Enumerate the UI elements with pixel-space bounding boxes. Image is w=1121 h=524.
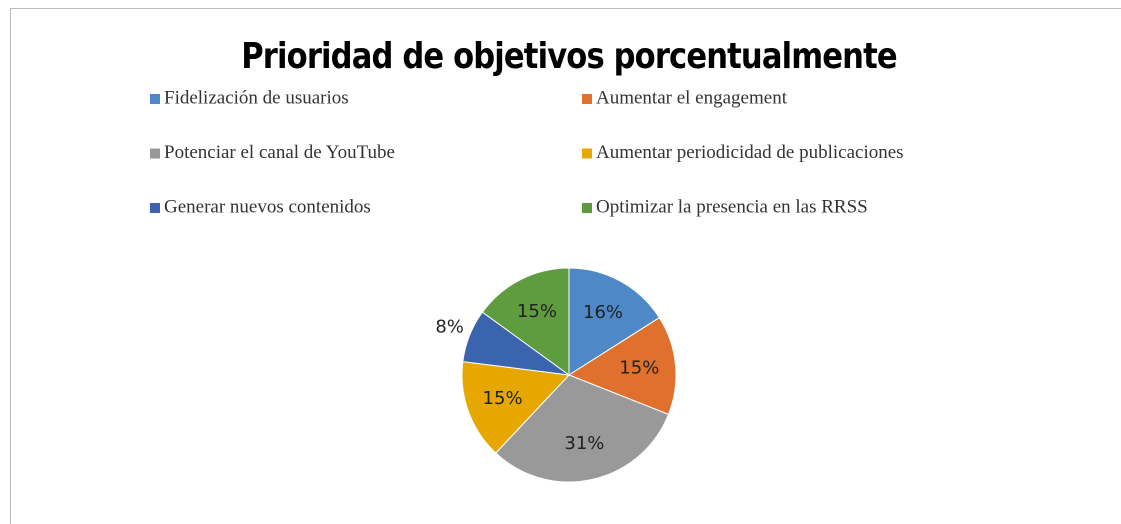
legend-label: Aumentar periodicidad de publicaciones xyxy=(596,142,904,163)
data-label: 15% xyxy=(517,301,557,322)
legend-label: Aumentar el engagement xyxy=(596,87,788,108)
data-label: 16% xyxy=(583,302,623,323)
chart-title: Prioridad de objetivos porcentualmente xyxy=(241,35,897,77)
pie-slice xyxy=(481,267,570,376)
pie-slice xyxy=(567,316,677,416)
legend-label: Generar nuevos contenidos xyxy=(164,196,371,217)
legend-swatch xyxy=(582,94,592,104)
pie-slice xyxy=(568,267,661,376)
data-label: 15% xyxy=(619,357,659,378)
legend-swatch xyxy=(150,94,160,104)
data-label: 15% xyxy=(483,388,523,409)
legend-swatch xyxy=(582,148,592,159)
legend-swatch xyxy=(150,148,160,159)
legend-label: Potenciar el canal de YouTube xyxy=(164,142,395,163)
legend-swatch xyxy=(582,203,592,213)
data-label: 8% xyxy=(435,317,464,338)
legend-label: Optimizar la presencia en las RRSS xyxy=(596,196,868,217)
legend-label: Fidelización de usuarios xyxy=(164,87,349,108)
data-label: 31% xyxy=(564,433,604,454)
pie-slice xyxy=(495,374,670,483)
pie-slice xyxy=(461,361,571,454)
legend-swatch xyxy=(150,203,160,213)
